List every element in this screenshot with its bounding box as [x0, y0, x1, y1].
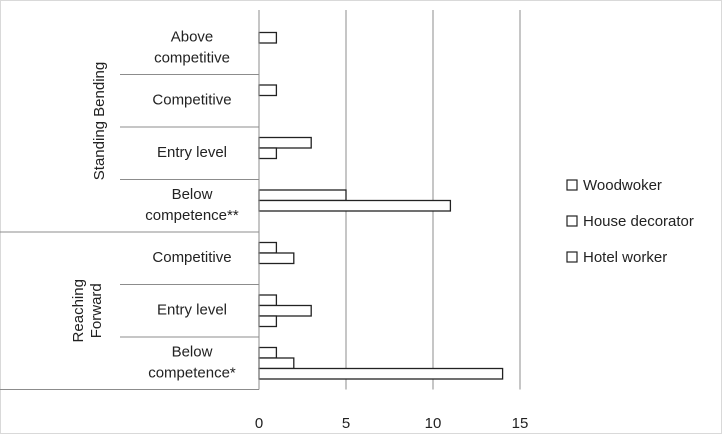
bar-house-decorator-entry-level [258, 304, 312, 317]
bar-hotel-worker-entry-level [258, 315, 278, 328]
bar-woodwoker-below-competence [258, 346, 278, 359]
bar-woodwoker-below-competence [258, 189, 347, 202]
bar-woodwoker-above-competitive [258, 31, 278, 44]
x-tick-label-10: 10 [425, 415, 442, 432]
bar-woodwoker-entry-level [258, 294, 278, 307]
axes [0, 10, 260, 390]
category-label-entry-level: Entry level [157, 302, 227, 319]
group-label-reaching-forward: Reaching [70, 279, 87, 342]
category-label-above-competitive: competitive [154, 50, 230, 67]
category-label-below-competence: competence* [148, 365, 236, 382]
bar-hotel-worker-below-competence [258, 367, 504, 380]
category-label-below-competence: Below [172, 186, 213, 203]
category-label-competitive: Competitive [152, 92, 231, 109]
category-labels: Standing Bending Above competitive Competit… [70, 29, 239, 382]
x-tick-labels: 0 5 10 15 [255, 415, 529, 432]
category-label-above-competitive: Above [171, 29, 214, 46]
category-label-entry-level: Entry level [157, 144, 227, 161]
x-tick-label-5: 5 [342, 415, 350, 432]
category-label-below-competence: Below [172, 344, 213, 361]
category-label-below-competence: competence** [145, 207, 239, 224]
legend-label-house-decorator: House decorator [583, 213, 694, 230]
legend-label-woodwoker: Woodwoker [583, 177, 662, 194]
legend: Woodwoker House decorator Hotel worker [566, 177, 694, 266]
bar-house-decorator-below-competence [258, 199, 452, 212]
bar-house-decorator-competitive [258, 252, 295, 265]
legend-swatch-hotel-worker [566, 251, 578, 263]
bar-house-decorator-below-competence [258, 357, 295, 370]
x-tick-label-0: 0 [255, 415, 263, 432]
category-label-competitive: Competitive [152, 249, 231, 266]
bar-woodwoker-competitive [258, 84, 278, 97]
legend-swatch-woodwoker [566, 179, 578, 191]
x-tick-label-15: 15 [512, 415, 529, 432]
legend-label-hotel-worker: Hotel worker [583, 249, 667, 266]
bar-woodwoker-entry-level [258, 136, 312, 149]
legend-swatch-house-decorator [566, 215, 578, 227]
bar-woodwoker-competitive [258, 241, 278, 254]
group-label-reaching-forward: Forward [88, 283, 105, 338]
bar-house-decorator-entry-level [258, 147, 278, 160]
group-label-standing-bending: Standing Bending [91, 62, 108, 180]
